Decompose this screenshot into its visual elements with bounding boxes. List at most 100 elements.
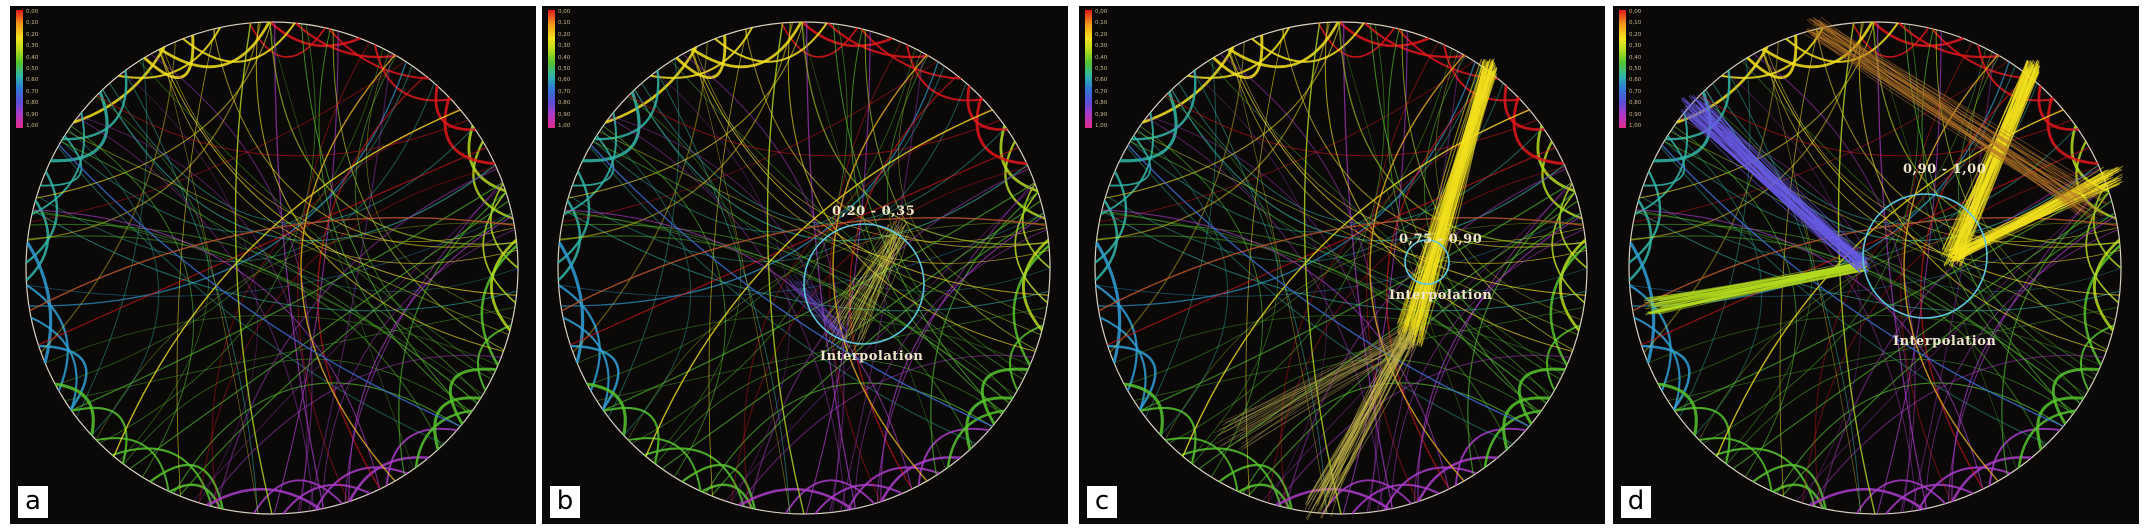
edge xyxy=(1658,269,1866,315)
edge xyxy=(839,238,907,322)
edge xyxy=(1227,49,1586,296)
edge xyxy=(1726,358,2074,465)
edge xyxy=(1123,382,1164,436)
edge xyxy=(694,47,1047,242)
edge xyxy=(898,51,1045,321)
edge xyxy=(1101,210,1553,395)
edge xyxy=(182,22,296,63)
edge xyxy=(1960,71,2040,266)
edge xyxy=(176,28,216,497)
edge xyxy=(589,146,977,445)
highlighted-bundle xyxy=(1803,16,2108,222)
edges xyxy=(1094,21,1588,515)
edge xyxy=(123,71,258,504)
edge xyxy=(800,21,946,470)
edge xyxy=(169,483,222,509)
edge xyxy=(1322,479,1413,514)
edge xyxy=(111,447,213,507)
edge xyxy=(32,210,484,395)
edge xyxy=(57,146,445,445)
edge xyxy=(794,281,847,338)
edge xyxy=(966,85,1008,131)
edge xyxy=(1726,71,1861,504)
edge xyxy=(1632,223,2085,398)
panel-label: c xyxy=(1087,486,1117,518)
edge xyxy=(1856,479,1947,514)
edge xyxy=(398,191,507,476)
edge xyxy=(561,223,1014,398)
edge xyxy=(1969,51,2116,321)
edge xyxy=(1698,95,1813,462)
edge xyxy=(1877,22,1928,509)
edge xyxy=(1218,463,1293,510)
edge xyxy=(36,21,272,199)
edge xyxy=(1012,244,1050,366)
edge xyxy=(801,21,1049,245)
legend-ticks: 0,00 0,10 0,20 0,30 0,40 0,50 0,60 0,70 0,80 0,90… xyxy=(558,9,571,130)
edge xyxy=(1101,211,1547,405)
edges xyxy=(25,21,519,515)
edge xyxy=(788,278,844,335)
edge xyxy=(1095,212,1581,297)
edge xyxy=(602,125,726,478)
edge xyxy=(67,131,509,336)
color-legend: 0,00 0,10 0,20 0,30 0,40 0,50 0,60 0,70 0,80 0,90… xyxy=(16,9,48,129)
edge xyxy=(854,230,899,331)
edge xyxy=(348,215,513,502)
edge xyxy=(198,166,497,504)
edge xyxy=(564,211,1010,405)
edge xyxy=(793,273,838,336)
edge xyxy=(1168,24,1385,444)
edge xyxy=(205,354,502,506)
edge xyxy=(1816,19,2107,216)
edge xyxy=(1396,61,1496,332)
edge xyxy=(96,94,469,157)
edge xyxy=(1238,483,1291,509)
edge xyxy=(1386,75,1495,490)
edge xyxy=(1467,191,1576,476)
edge xyxy=(1947,181,2106,503)
edge xyxy=(557,284,601,392)
edge xyxy=(1811,19,2084,195)
interpolation-lens xyxy=(803,223,925,345)
edge xyxy=(576,314,1031,366)
edge xyxy=(1140,182,1573,411)
panel-label: b xyxy=(550,486,580,518)
edge xyxy=(730,166,1029,504)
edge xyxy=(1628,199,1653,282)
edge xyxy=(1390,229,1585,509)
edge xyxy=(600,129,692,436)
edge xyxy=(848,220,895,327)
edge xyxy=(73,46,166,124)
edge xyxy=(675,35,727,79)
edge xyxy=(1147,115,1377,513)
edge-bundle xyxy=(1303,22,1342,515)
edge xyxy=(70,125,194,478)
edge-bundle xyxy=(766,22,805,515)
edge xyxy=(1670,131,2112,336)
edge xyxy=(1212,35,1264,79)
edge xyxy=(1139,125,1263,478)
edge xyxy=(737,354,1034,506)
edge xyxy=(99,24,316,444)
edge xyxy=(1700,101,1869,260)
edge xyxy=(559,22,794,241)
edge xyxy=(1746,35,1798,79)
edge xyxy=(1858,22,2107,352)
edge xyxy=(825,219,901,348)
edge-bundle xyxy=(1098,217,1584,312)
edge xyxy=(1541,140,1583,220)
edge xyxy=(95,95,210,462)
edge xyxy=(586,382,627,436)
edge xyxy=(743,108,992,509)
edge xyxy=(1681,100,1866,267)
edge-bundle-graph xyxy=(557,21,1051,515)
highlighted-bundle xyxy=(1304,327,1419,521)
legend-ticks: 0,00 0,10 0,20 0,30 0,40 0,50 0,60 0,70 0,80 0,90… xyxy=(1629,9,1642,130)
edge xyxy=(592,141,1010,404)
edge xyxy=(692,48,791,514)
edge xyxy=(60,141,478,404)
edge xyxy=(123,358,471,465)
edge xyxy=(824,226,900,337)
edge xyxy=(1779,28,1819,497)
